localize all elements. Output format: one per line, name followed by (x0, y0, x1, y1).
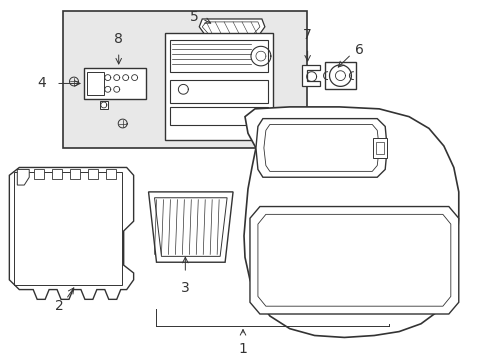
Polygon shape (375, 142, 384, 154)
Text: 4: 4 (37, 76, 46, 90)
Polygon shape (70, 170, 80, 179)
Polygon shape (257, 214, 450, 306)
Polygon shape (87, 72, 103, 95)
Polygon shape (63, 11, 306, 148)
Text: 6: 6 (354, 43, 363, 57)
Polygon shape (199, 19, 264, 37)
Polygon shape (165, 33, 272, 140)
Polygon shape (100, 101, 107, 109)
Polygon shape (249, 207, 458, 314)
Polygon shape (34, 170, 44, 179)
Polygon shape (170, 80, 267, 103)
Text: 1: 1 (238, 342, 247, 356)
Polygon shape (264, 125, 379, 171)
Text: 7: 7 (303, 28, 311, 42)
Text: 2: 2 (55, 299, 63, 313)
Polygon shape (17, 170, 29, 185)
Polygon shape (9, 167, 133, 300)
Polygon shape (21, 177, 114, 265)
Polygon shape (88, 170, 98, 179)
Polygon shape (170, 40, 267, 72)
Text: 8: 8 (114, 32, 123, 46)
Polygon shape (255, 118, 386, 177)
Polygon shape (301, 65, 319, 86)
Polygon shape (324, 62, 356, 89)
Polygon shape (372, 138, 386, 158)
Text: 5: 5 (189, 10, 198, 24)
Text: 3: 3 (181, 281, 189, 295)
Polygon shape (148, 192, 233, 262)
Polygon shape (84, 68, 145, 99)
Polygon shape (105, 170, 116, 179)
Polygon shape (244, 107, 458, 337)
Polygon shape (170, 107, 267, 125)
Polygon shape (52, 170, 62, 179)
